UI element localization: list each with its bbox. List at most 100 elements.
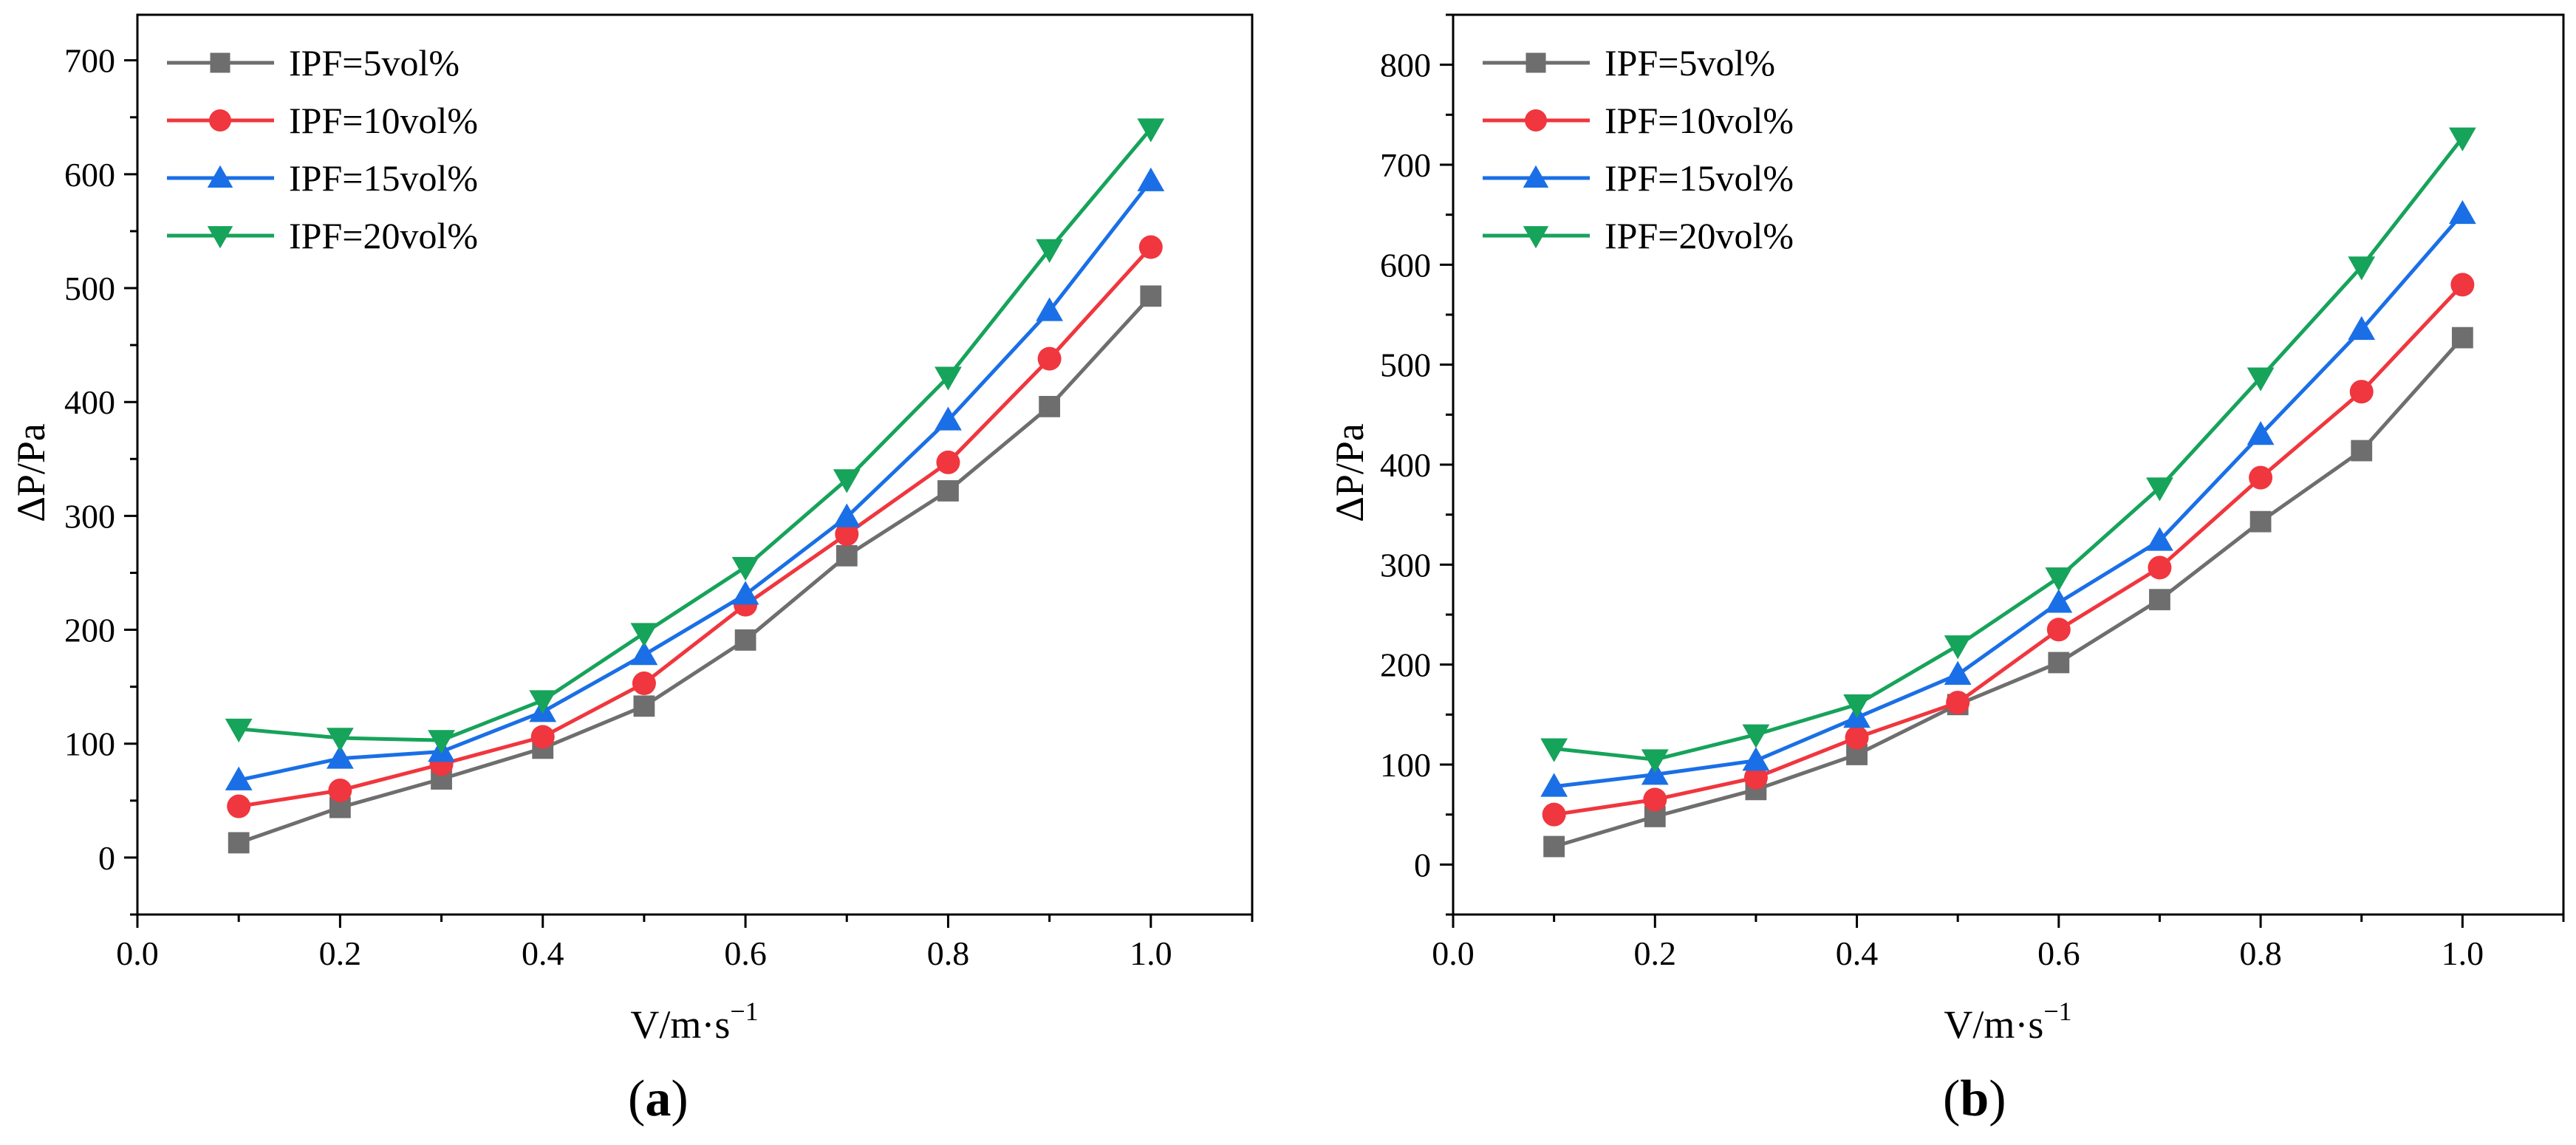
legend-marker <box>1526 52 1546 73</box>
y-tick-label: 800 <box>1380 47 1431 84</box>
data-point <box>428 730 455 754</box>
data-point <box>1944 635 1972 660</box>
data-point <box>1845 725 1869 750</box>
x-axis-title: V/m·s−1 <box>1944 997 2071 1047</box>
x-tick-label: 0.4 <box>1836 934 1879 972</box>
legend-item: IPF=5vol% <box>1483 42 1775 83</box>
data-point <box>1140 285 1162 307</box>
legend-marker <box>1523 226 1549 249</box>
data-point <box>2046 618 2071 642</box>
legend-marker <box>207 165 233 188</box>
data-point <box>2247 421 2275 445</box>
data-point <box>731 581 759 605</box>
data-point <box>1643 787 1667 812</box>
data-point <box>2348 256 2376 281</box>
data-point <box>529 690 557 714</box>
legend-label: IPF=20vol% <box>1605 215 1794 256</box>
data-point <box>2349 380 2374 404</box>
series-IPF=20vol% <box>225 118 1165 754</box>
data-point <box>1540 738 1568 762</box>
series-IPF=5vol% <box>1543 327 2473 858</box>
data-point <box>1542 802 1566 827</box>
panel-label: (b) <box>1943 1070 2006 1127</box>
data-point <box>2351 440 2373 462</box>
series-line <box>238 180 1152 782</box>
series-IPF=10vol% <box>1542 273 2475 827</box>
series-IPF=15vol% <box>1540 199 2476 797</box>
data-point <box>833 469 861 493</box>
data-point <box>228 832 250 854</box>
y-tick-label: 600 <box>1380 246 1431 284</box>
data-point <box>2146 527 2173 551</box>
data-point <box>326 745 354 769</box>
legend-marker <box>207 226 233 249</box>
data-point <box>326 728 354 752</box>
data-point <box>530 725 555 749</box>
data-point <box>2148 556 2172 580</box>
x-tick-label: 0.6 <box>2037 934 2080 972</box>
data-point <box>1743 765 1768 790</box>
x-tick-label: 0.6 <box>724 934 767 972</box>
data-point <box>1036 239 1064 264</box>
y-tick-label: 300 <box>64 497 115 535</box>
x-tick-label: 0.4 <box>522 934 564 972</box>
data-point <box>225 766 253 790</box>
y-tick-label: 500 <box>64 270 115 307</box>
series-line <box>238 245 1152 809</box>
data-point <box>1037 346 1062 371</box>
panel-label: (a) <box>628 1070 689 1127</box>
data-point <box>2451 327 2473 349</box>
data-point <box>937 480 959 502</box>
chart-panel-a: 0.0 0.2 0.4 0.6 0.8 1.0 0 100 200 300 400 500 600 700… <box>9 13 1254 1127</box>
data-point <box>2247 367 2275 392</box>
data-point <box>731 556 759 581</box>
data-point <box>633 695 655 717</box>
data-point <box>836 544 858 567</box>
data-point <box>225 718 253 743</box>
legend-marker <box>1523 165 1549 188</box>
series-line <box>1554 212 2464 789</box>
data-point <box>1138 235 1163 259</box>
y-tick-label: 100 <box>1380 746 1431 784</box>
legend-item: IPF=20vol% <box>1483 215 1794 256</box>
x-tick-label: 1.0 <box>2442 934 2484 972</box>
y-tick-label: 500 <box>1380 346 1431 384</box>
y-axis-title: ΔP/Pa <box>9 423 53 522</box>
legend-label: IPF=10vol% <box>289 100 478 141</box>
data-point <box>833 503 861 527</box>
series-IPF=10vol% <box>227 235 1163 818</box>
x-axis-title: V/m·s−1 <box>630 997 758 1047</box>
data-point <box>227 794 251 818</box>
x-tick-label: 0.2 <box>1634 934 1677 972</box>
data-point <box>1036 297 1064 321</box>
legend: IPF=5vol% IPF=10vol% IPF=15vol% IPF=20vol% <box>167 42 478 256</box>
data-point <box>835 522 859 547</box>
series-IPF=20vol% <box>1540 127 2476 773</box>
data-point <box>2448 127 2476 151</box>
legend-item: IPF=20vol% <box>167 215 478 256</box>
legend: IPF=5vol% IPF=10vol% IPF=15vol% IPF=20vol% <box>1483 42 1794 256</box>
chart-panel-b: 0.0 0.2 0.4 0.6 0.8 1.0 0 100 200 300 400 500 600 700… <box>1328 13 2565 1127</box>
data-point <box>2045 589 2073 613</box>
y-tick-label: 700 <box>1380 146 1431 184</box>
data-point <box>1742 747 1770 771</box>
series-IPF=15vol% <box>225 167 1165 790</box>
data-point <box>1641 749 1669 773</box>
legend-item: IPF=15vol% <box>1483 157 1794 199</box>
x-axis-title-exponent: −1 <box>730 997 758 1026</box>
data-point <box>2450 273 2475 297</box>
data-point <box>2048 652 2070 674</box>
legend-label: IPF=10vol% <box>1605 100 1794 141</box>
y-tick-label: 100 <box>64 725 115 763</box>
data-point <box>2448 199 2476 225</box>
x-tick-label: 0.2 <box>319 934 362 972</box>
legend-marker <box>210 52 230 73</box>
legend-label: IPF=20vol% <box>289 215 478 256</box>
series-line <box>238 127 1152 742</box>
data-point <box>1944 660 1972 685</box>
y-tick-label: 600 <box>64 156 115 194</box>
legend-label: IPF=15vol% <box>1605 157 1794 199</box>
legend-label: IPF=5vol% <box>1605 42 1775 83</box>
